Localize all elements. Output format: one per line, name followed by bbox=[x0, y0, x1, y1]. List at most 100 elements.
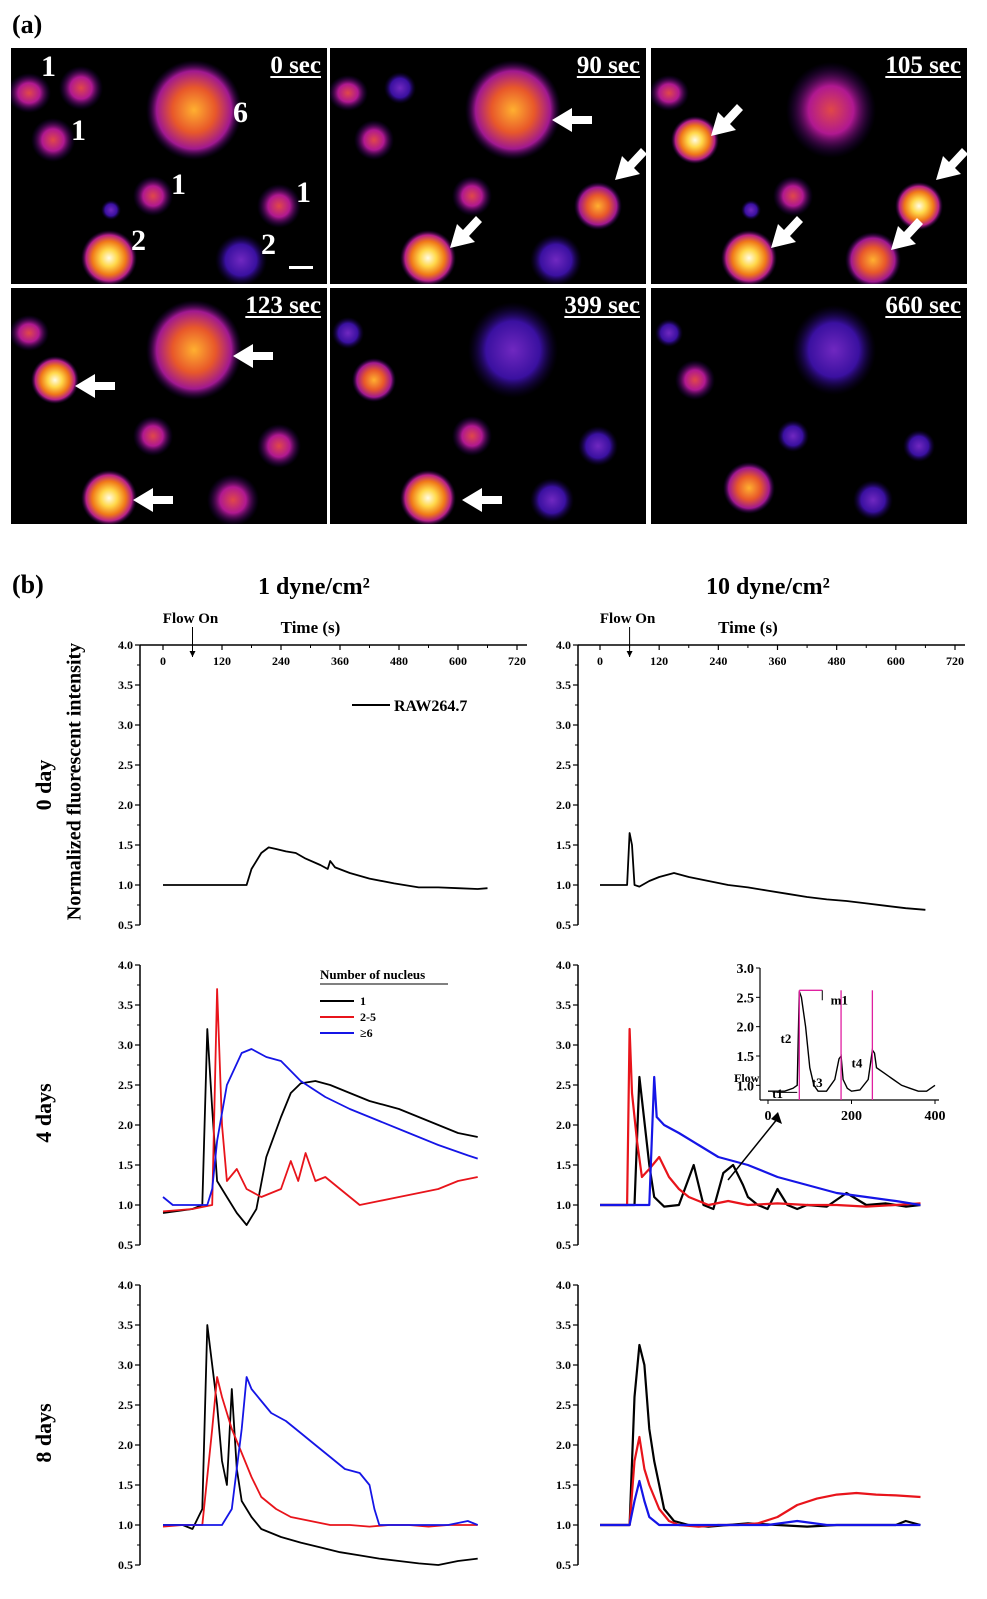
y-tick-label: 4.0 bbox=[118, 638, 133, 652]
inset-y-tick-label: 2.5 bbox=[737, 991, 755, 1006]
inset-y-tick-label: 1.5 bbox=[737, 1050, 755, 1065]
x-tick-label: 0 bbox=[160, 654, 166, 668]
series-line-1 bbox=[163, 1324, 478, 1566]
y-tick-label: 2.0 bbox=[118, 1118, 133, 1132]
nucleus-count-label: 1 bbox=[171, 168, 186, 201]
panel-time: 105 sec bbox=[885, 52, 961, 79]
y-tick-label: 1.5 bbox=[556, 838, 571, 852]
y-tick-label: 3.0 bbox=[556, 1038, 571, 1052]
y-tick-label: 1.5 bbox=[556, 1158, 571, 1172]
arrow-icon bbox=[891, 218, 923, 250]
y-tick-label: 2.5 bbox=[118, 1078, 133, 1092]
micrograph-image bbox=[332, 302, 618, 524]
panel-time: 0 sec bbox=[270, 52, 321, 79]
x-tick-label: 240 bbox=[272, 654, 290, 668]
x-tick-label: 120 bbox=[213, 654, 231, 668]
inset-label-t1: t1 bbox=[772, 1086, 783, 1101]
y-tick-label: 1.0 bbox=[118, 878, 133, 892]
column-title-10-dyne: 10 dyne/cm² bbox=[706, 574, 830, 600]
y-tick-label: 2.5 bbox=[556, 1398, 571, 1412]
y-tick-label: 4.0 bbox=[118, 1278, 133, 1292]
x-tick-label: 360 bbox=[769, 654, 787, 668]
x-axis-label: Time (s) bbox=[281, 618, 341, 637]
x-tick-label: 480 bbox=[828, 654, 846, 668]
nucleus-count-label: 1 bbox=[296, 176, 311, 209]
nucleus-count-label: 1 bbox=[41, 50, 56, 83]
y-tick-label: 2.5 bbox=[118, 758, 133, 772]
y-tick-label: 3.0 bbox=[118, 1358, 133, 1372]
inset-series-line bbox=[768, 991, 936, 1092]
inset-label-t4: t4 bbox=[852, 1056, 863, 1071]
micrograph-image bbox=[651, 62, 967, 284]
y-tick-label: 1.5 bbox=[118, 1478, 133, 1492]
y-tick-label: 1.0 bbox=[556, 1518, 571, 1532]
scale-bar bbox=[289, 266, 313, 269]
arrow-icon bbox=[711, 104, 743, 136]
inset-x-tick-label: 400 bbox=[925, 1109, 946, 1124]
flow-on-label: Flow On bbox=[163, 611, 219, 627]
y-tick-label: 2.0 bbox=[118, 798, 133, 812]
y-tick-label: 3.5 bbox=[118, 998, 133, 1012]
panel-time: 660 sec bbox=[885, 292, 961, 319]
y-tick-label: 4.0 bbox=[556, 1278, 571, 1292]
panel-time: 123 sec bbox=[245, 292, 321, 319]
series-line-≥6 bbox=[600, 1479, 921, 1527]
y-tick-label: 2.0 bbox=[556, 798, 571, 812]
y-tick-label: 4.0 bbox=[556, 638, 571, 652]
y-tick-label: 3.5 bbox=[118, 678, 133, 692]
y-tick-label: 0.5 bbox=[556, 1238, 571, 1252]
inset-label-t3: t3 bbox=[812, 1075, 823, 1090]
series-line-≥6 bbox=[162, 1048, 478, 1206]
micrograph-panel-660s: 660 sec bbox=[651, 288, 967, 524]
flow-on-arrowhead bbox=[626, 651, 633, 657]
x-tick-label: 480 bbox=[390, 654, 408, 668]
nucleus-count-label: 6 bbox=[233, 96, 248, 129]
y-tick-label: 1.0 bbox=[556, 1198, 571, 1212]
y-tick-label: 3.0 bbox=[118, 1038, 133, 1052]
arrow-icon bbox=[771, 216, 803, 248]
x-tick-label: 720 bbox=[946, 654, 964, 668]
micrograph-panel-0s: 0 sec 1 1 6 1 1 2 2 bbox=[11, 48, 327, 284]
legend-entry: RAW264.7 bbox=[394, 698, 467, 715]
callout-arrowhead bbox=[771, 1112, 782, 1124]
panel-time: 399 sec bbox=[564, 292, 640, 319]
series-line-RAW264.7 bbox=[600, 832, 926, 911]
legend-entry: 2-5 bbox=[360, 1010, 376, 1024]
y-tick-label: 2.5 bbox=[118, 1398, 133, 1412]
inset-label-t2: t2 bbox=[781, 1031, 792, 1046]
y-tick-label: 0.5 bbox=[556, 918, 571, 932]
callout-arrow bbox=[727, 1117, 779, 1181]
series-line-2-5 bbox=[162, 1376, 478, 1528]
y-tick-label: 0.5 bbox=[118, 1558, 133, 1572]
legend-entry: ≥6 bbox=[360, 1026, 373, 1040]
arrow-icon bbox=[936, 148, 967, 180]
arrow-icon bbox=[233, 344, 273, 368]
x-axis-label: Time (s) bbox=[718, 618, 778, 637]
y-tick-label: 0.5 bbox=[118, 1238, 133, 1252]
y-tick-label: 0.5 bbox=[556, 1558, 571, 1572]
micrograph-image bbox=[330, 60, 646, 284]
micrograph-image bbox=[11, 300, 301, 524]
y-tick-label: 2.0 bbox=[556, 1118, 571, 1132]
y-tick-label: 1.0 bbox=[118, 1518, 133, 1532]
inset-y-tick-label: 2.0 bbox=[737, 1021, 755, 1036]
part-a-label: (a) bbox=[12, 10, 43, 39]
panel-time: 90 sec bbox=[576, 52, 640, 79]
arrow-icon bbox=[615, 148, 646, 180]
nucleus-count-label: 2 bbox=[131, 224, 146, 257]
part-b-label: (b) bbox=[12, 570, 44, 599]
arrow-icon bbox=[133, 488, 173, 512]
micrograph-panel-105s: 105 sec bbox=[651, 48, 967, 284]
series-line-≥6 bbox=[163, 1376, 479, 1526]
series-line-1 bbox=[162, 1028, 478, 1226]
series-line-1 bbox=[600, 1343, 921, 1528]
inset-y-tick-label: 1.0 bbox=[737, 1079, 755, 1094]
micrograph-panel-123s: 123 sec bbox=[11, 288, 327, 524]
y-tick-label: 3.0 bbox=[556, 1358, 571, 1372]
series-line-2-5 bbox=[600, 1027, 921, 1208]
y-tick-label: 0.5 bbox=[118, 918, 133, 932]
flow-on-arrowhead bbox=[189, 651, 196, 657]
x-tick-label: 360 bbox=[331, 654, 349, 668]
y-tick-label: 2.5 bbox=[556, 1078, 571, 1092]
